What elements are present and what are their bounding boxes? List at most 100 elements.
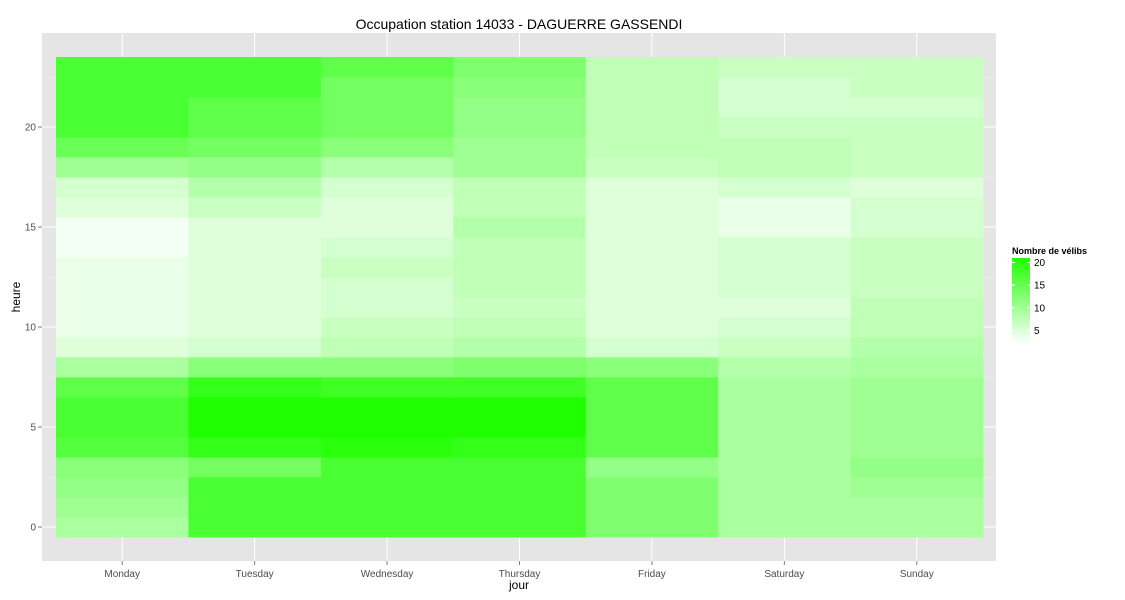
- heatmap-tile: [188, 417, 322, 438]
- heatmap-tile: [188, 497, 322, 518]
- heatmap-tile: [850, 297, 984, 318]
- legend-tick-label: 10: [1034, 303, 1046, 314]
- x-tick-label: Wednesday: [361, 569, 414, 580]
- heatmap-tile: [453, 57, 587, 78]
- heatmap-tile: [453, 297, 587, 318]
- heatmap-tile: [850, 257, 984, 278]
- heatmap-tile: [585, 257, 719, 278]
- heatmap-tile: [453, 97, 587, 118]
- heatmap-tiles: [56, 57, 984, 538]
- heatmap-tile: [585, 517, 719, 538]
- heatmap-tile: [718, 237, 851, 258]
- heatmap-tile: [320, 337, 454, 358]
- heatmap-tile: [718, 417, 851, 438]
- heatmap-tile: [56, 77, 189, 98]
- heatmap-tile: [56, 497, 189, 518]
- heatmap-tile: [320, 377, 454, 398]
- heatmap-tile: [585, 157, 719, 178]
- heatmap-tile: [453, 437, 587, 458]
- heatmap-tile: [718, 357, 851, 378]
- heatmap-tile: [453, 197, 587, 218]
- heatmap-tile: [850, 397, 984, 418]
- heatmap-tile: [320, 417, 454, 438]
- heatmap-tile: [585, 77, 719, 98]
- heatmap-tile: [453, 517, 587, 538]
- y-axis-title: heure: [9, 281, 23, 312]
- heatmap-tile: [718, 277, 851, 298]
- heatmap-tile: [453, 217, 587, 238]
- heatmap-tile: [718, 477, 851, 498]
- heatmap-tile: [188, 297, 322, 318]
- heatmap-tile: [453, 77, 587, 98]
- heatmap-tile: [453, 137, 587, 158]
- y-tick-label: 20: [25, 123, 37, 134]
- heatmap-tile: [320, 497, 454, 518]
- heatmap-tile: [453, 277, 587, 298]
- heatmap-tile: [453, 457, 587, 478]
- heatmap-tile: [850, 317, 984, 338]
- x-tick-label: Tuesday: [236, 569, 274, 580]
- legend-tick-label: 20: [1034, 258, 1046, 269]
- x-tick-label: Thursday: [499, 569, 541, 580]
- heatmap-tile: [453, 477, 587, 498]
- heatmap-tile: [850, 157, 984, 178]
- heatmap-tile: [188, 337, 322, 358]
- heatmap-tile: [56, 137, 189, 158]
- heatmap-tile: [188, 277, 322, 298]
- heatmap-tile: [585, 177, 719, 198]
- legend-tick-label: 15: [1034, 281, 1046, 292]
- y-axis: 0 5 10 15 20: [25, 123, 42, 534]
- heatmap-tile: [56, 297, 189, 318]
- heatmap-tile: [188, 197, 322, 218]
- heatmap-tile: [56, 357, 189, 378]
- heatmap-tile: [188, 77, 322, 98]
- heatmap-tile: [850, 357, 984, 378]
- heatmap-tile: [850, 137, 984, 158]
- heatmap-tile: [585, 97, 719, 118]
- heatmap-tile: [585, 137, 719, 158]
- heatmap-tile: [320, 317, 454, 338]
- heatmap-tile: [320, 357, 454, 378]
- heatmap-tile: [453, 497, 587, 518]
- heatmap-tile: [56, 197, 189, 218]
- heatmap-tile: [718, 297, 851, 318]
- heatmap-tile: [718, 117, 851, 138]
- heatmap-tile: [850, 197, 984, 218]
- heatmap-tile: [850, 77, 984, 98]
- heatmap-tile: [850, 457, 984, 478]
- heatmap-tile: [850, 417, 984, 438]
- heatmap-tile: [56, 337, 189, 358]
- heatmap-tile: [56, 397, 189, 418]
- heatmap-tile: [320, 397, 454, 418]
- heatmap-tile: [453, 357, 587, 378]
- heatmap-tile: [453, 397, 587, 418]
- heatmap-tile: [718, 397, 851, 418]
- heatmap-tile: [453, 157, 587, 178]
- heatmap-tile: [188, 97, 322, 118]
- heatmap-tile: [320, 517, 454, 538]
- heatmap-tile: [320, 257, 454, 278]
- heatmap-tile: [453, 317, 587, 338]
- heatmap-tile: [585, 417, 719, 438]
- heatmap-tile: [320, 137, 454, 158]
- heatmap-tile: [718, 377, 851, 398]
- heatmap-tile: [56, 437, 189, 458]
- heatmap-tile: [850, 437, 984, 458]
- heatmap-tile: [188, 457, 322, 478]
- heatmap-tile: [56, 477, 189, 498]
- heatmap-tile: [56, 257, 189, 278]
- heatmap-tile: [188, 357, 322, 378]
- heatmap-tile: [718, 217, 851, 238]
- chart-title: Occupation station 14033 - DAGUERRE GASS…: [356, 16, 683, 32]
- heatmap-tile: [188, 317, 322, 338]
- heatmap-tile: [718, 137, 851, 158]
- heatmap-tile: [850, 97, 984, 118]
- heatmap-tile: [850, 237, 984, 258]
- heatmap-tile: [585, 297, 719, 318]
- heatmap-tile: [56, 317, 189, 338]
- heatmap-tile: [585, 477, 719, 498]
- heatmap-tile: [320, 77, 454, 98]
- heatmap-tile: [585, 217, 719, 238]
- heatmap-tile: [56, 377, 189, 398]
- heatmap-tile: [718, 517, 851, 538]
